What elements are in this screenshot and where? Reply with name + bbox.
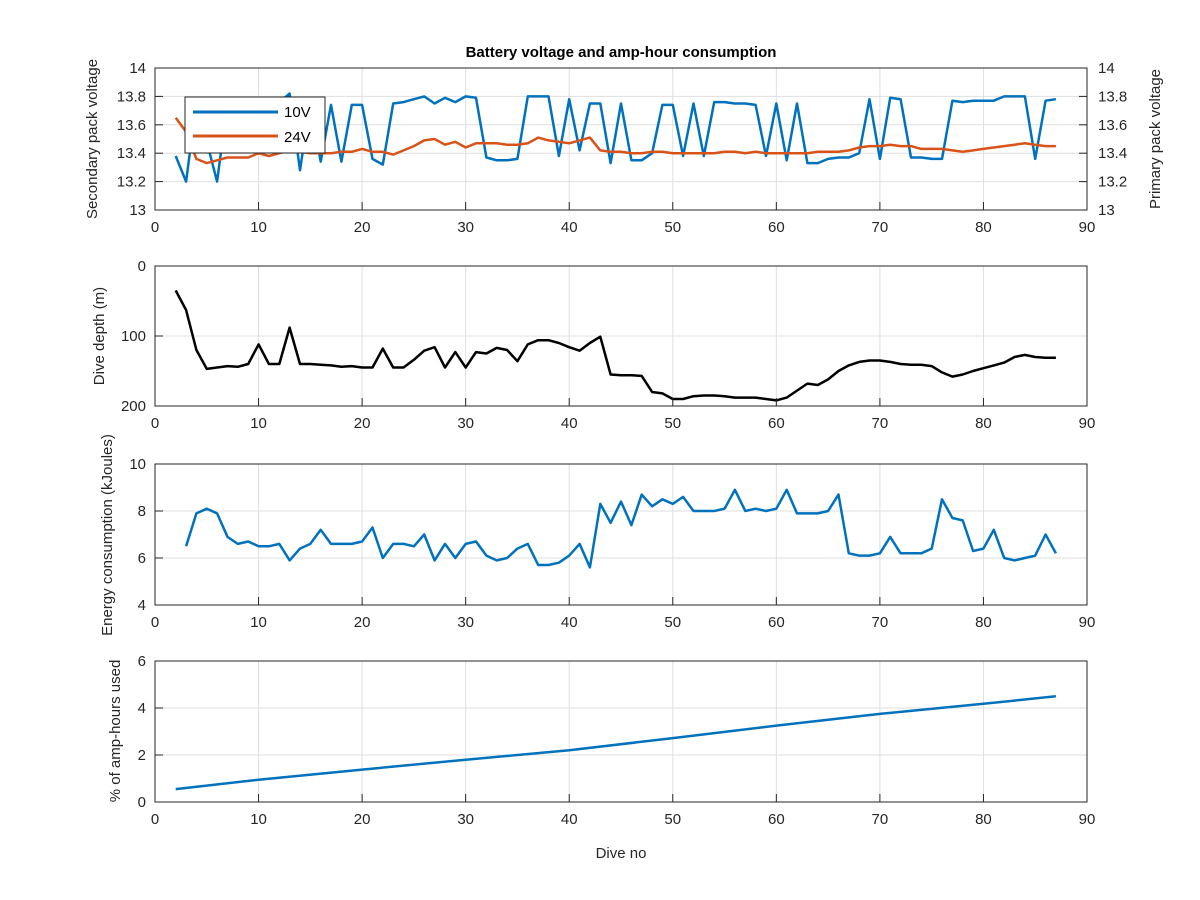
x-tick-label: 90 xyxy=(1079,614,1096,631)
x-tick-label: 50 xyxy=(664,811,681,828)
y-tick-label: 6 xyxy=(138,653,146,670)
y-right-tick-label: 14 xyxy=(1098,60,1115,77)
energy-axes-box xyxy=(154,463,1088,606)
voltage-axes-box xyxy=(154,67,1088,211)
x-tick-label: 30 xyxy=(457,811,474,828)
x-tick-label: 50 xyxy=(664,415,681,432)
y-tick-label: 10 xyxy=(129,456,146,473)
x-tick-label: 90 xyxy=(1079,415,1096,432)
x-tick-label: 80 xyxy=(975,811,992,828)
voltage-y-label-left: Secondary pack voltage xyxy=(84,59,101,219)
y-tick-label: 8 xyxy=(138,503,146,520)
y-tick-label: 100 xyxy=(121,328,146,345)
y-tick-label: 14 xyxy=(129,60,146,77)
energy-ticks: 0 10 20 30 40 50 60 70 80 90 4 6 8 10 xyxy=(129,456,1095,631)
depth-ticks: 0 10 20 30 40 50 60 70 80 90 0 100 200 xyxy=(121,258,1095,432)
y-tick-label: 0 xyxy=(138,258,146,275)
amphours-y-label: % of amp-hours used xyxy=(107,660,124,803)
depth-series xyxy=(174,289,1056,402)
y-tick-label: 6 xyxy=(138,550,146,567)
x-tick-label: 60 xyxy=(768,811,785,828)
y-tick-label: 4 xyxy=(138,700,146,717)
y-right-tick-label: 13 xyxy=(1098,202,1115,219)
amphours-axes: 0 10 20 30 40 50 60 70 80 90 0 2 4 6 % of amp-hours u… xyxy=(107,653,1095,862)
x-tick-label: 50 xyxy=(664,219,681,236)
energy-grid xyxy=(154,463,1088,606)
x-tick-label: 0 xyxy=(151,219,159,236)
x-tick-label: 30 xyxy=(457,415,474,432)
y-right-tick-label: 13.2 xyxy=(1098,174,1127,191)
y-tick-label: 13.6 xyxy=(117,117,146,134)
amphours-ticks: 0 10 20 30 40 50 60 70 80 90 0 2 4 6 xyxy=(138,653,1096,828)
x-tick-label: 0 xyxy=(151,415,159,432)
energy-series xyxy=(184,488,1057,569)
legend-box xyxy=(184,96,326,154)
x-tick-label: 70 xyxy=(872,811,889,828)
x-tick-label: 10 xyxy=(250,415,267,432)
voltage-legend: 10V 24V xyxy=(184,96,326,154)
y-tick-label: 13.2 xyxy=(117,174,146,191)
x-tick-label: 70 xyxy=(872,614,889,631)
amphours-grid xyxy=(154,660,1088,803)
x-tick-label: 40 xyxy=(561,811,578,828)
x-tick-label: 10 xyxy=(250,811,267,828)
x-tick-label: 90 xyxy=(1079,811,1096,828)
x-tick-label: 0 xyxy=(151,811,159,828)
series-line-0 xyxy=(174,289,1056,402)
x-tick-label: 50 xyxy=(664,614,681,631)
x-tick-label: 70 xyxy=(872,415,889,432)
x-tick-label: 20 xyxy=(354,415,371,432)
x-tick-label: 60 xyxy=(768,219,785,236)
x-tick-label: 80 xyxy=(975,614,992,631)
x-tick-label: 90 xyxy=(1079,219,1096,236)
y-tick-label: 200 xyxy=(121,398,146,415)
x-tick-label: 60 xyxy=(768,415,785,432)
figure-title: Battery voltage and amp-hour consumption xyxy=(466,44,777,61)
amphours-x-label: Dive no xyxy=(596,845,647,862)
y-right-tick-label: 13.4 xyxy=(1098,145,1127,162)
voltage-y-label-right: Primary pack voltage xyxy=(1147,69,1164,209)
depth-grid xyxy=(154,265,1088,407)
x-tick-label: 40 xyxy=(561,415,578,432)
y-tick-label: 13.8 xyxy=(117,88,146,105)
depth-axes: 0 10 20 30 40 50 60 70 80 90 0 100 200 Dive depth (m… xyxy=(91,258,1095,432)
x-tick-label: 60 xyxy=(768,614,785,631)
x-tick-label: 20 xyxy=(354,219,371,236)
x-tick-label: 10 xyxy=(250,219,267,236)
x-tick-label: 40 xyxy=(561,219,578,236)
depth-y-label: Dive depth (m) xyxy=(91,287,108,385)
y-right-tick-label: 13.6 xyxy=(1098,117,1127,134)
x-tick-label: 80 xyxy=(975,415,992,432)
x-tick-label: 70 xyxy=(872,219,889,236)
legend-label-10v: 10V xyxy=(284,104,311,121)
y-tick-label: 13 xyxy=(129,202,146,219)
y-tick-label: 0 xyxy=(138,794,146,811)
x-tick-label: 30 xyxy=(457,614,474,631)
x-tick-label: 40 xyxy=(561,614,578,631)
amphours-series xyxy=(175,695,1057,791)
x-tick-label: 0 xyxy=(151,614,159,631)
x-tick-label: 30 xyxy=(457,219,474,236)
x-tick-label: 20 xyxy=(354,811,371,828)
energy-axes: 0 10 20 30 40 50 60 70 80 90 4 6 8 10 Energy consumpt… xyxy=(99,434,1095,636)
voltage-axes: 0 10 20 30 40 50 60 70 80 901313.213.413.613.8141… xyxy=(84,59,1164,236)
series-line-0 xyxy=(175,695,1057,791)
energy-y-label: Energy consumption (kJoules) xyxy=(99,434,116,636)
y-right-tick-label: 13.8 xyxy=(1098,88,1127,105)
y-tick-label: 4 xyxy=(138,597,146,614)
amphours-axes-box xyxy=(154,660,1088,803)
x-tick-label: 10 xyxy=(250,614,267,631)
series-line-0 xyxy=(184,488,1057,569)
voltage-ticks: 0 10 20 30 40 50 60 70 80 901313.213.413.613.8141… xyxy=(117,60,1127,236)
x-tick-label: 80 xyxy=(975,219,992,236)
legend-label-24v: 24V xyxy=(284,129,311,146)
x-tick-label: 20 xyxy=(354,614,371,631)
y-tick-label: 13.4 xyxy=(117,145,146,162)
y-tick-label: 2 xyxy=(138,747,146,764)
